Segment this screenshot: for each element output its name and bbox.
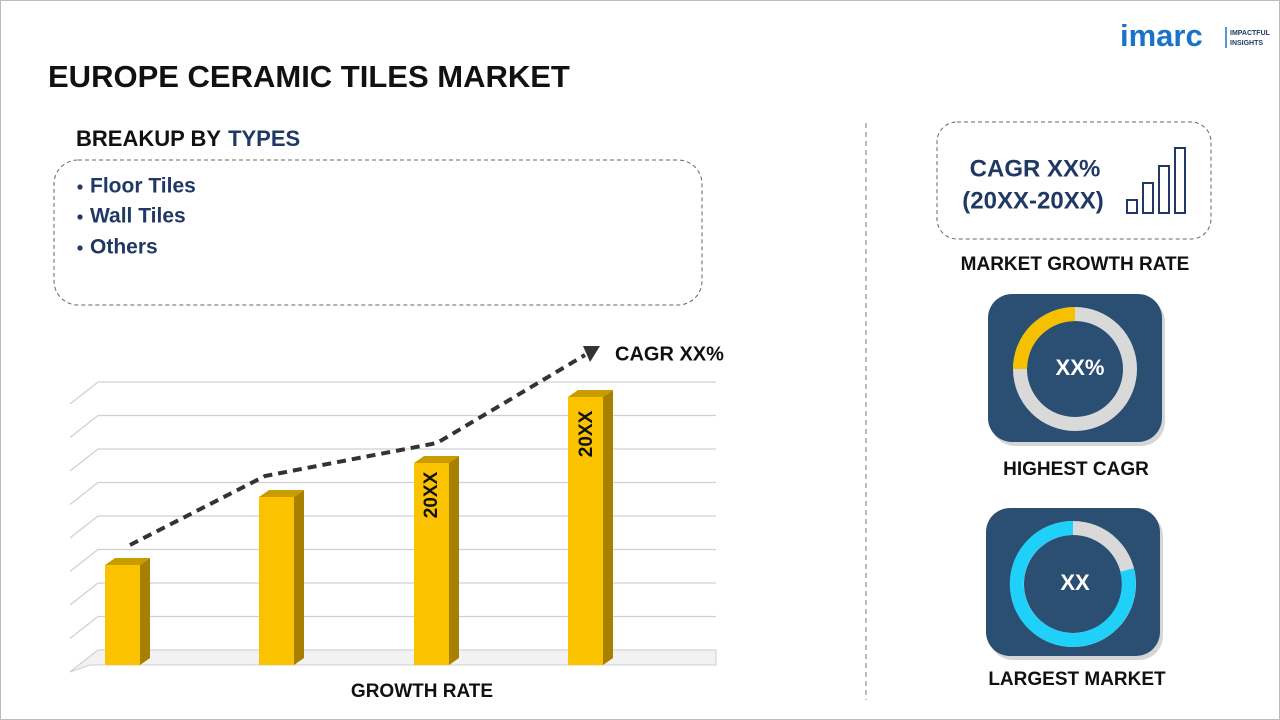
list-item: Others <box>90 236 158 259</box>
trend-label: CAGR XX% <box>615 343 724 365</box>
page-title: EUROPE CERAMIC TILES MARKET <box>48 59 570 94</box>
stat-box <box>936 121 1212 240</box>
section-heading: BREAKUP BY TYPES <box>76 126 300 151</box>
grid-line <box>69 448 99 472</box>
bullet <box>77 245 83 251</box>
bar-front <box>105 565 140 665</box>
stat-caption: HIGHEST CAGR <box>1003 459 1149 480</box>
chart-caption: GROWTH RATE <box>351 681 493 702</box>
bar-front <box>414 463 449 665</box>
icon-bar <box>1174 147 1186 214</box>
bar-top <box>414 456 459 463</box>
bar-top <box>105 558 150 565</box>
bar-label: 20XX <box>421 471 442 518</box>
bar-front <box>259 497 294 665</box>
grid-line <box>69 616 99 639</box>
bullet <box>77 184 83 190</box>
heading-prefix: BREAKUP BY <box>76 126 221 151</box>
bar-side <box>603 390 613 665</box>
bar-side <box>294 490 304 665</box>
grid-line <box>69 482 99 505</box>
trend-line <box>129 353 587 547</box>
logo-tagline: IMPACTFUL <box>1230 30 1271 37</box>
logo: imarc <box>1120 18 1203 53</box>
bar-front <box>568 397 603 665</box>
grid-line <box>69 381 99 405</box>
donut-arc <box>1013 307 1076 370</box>
grid-line <box>69 515 99 539</box>
stat-value: XX% <box>1056 355 1105 380</box>
bar-side <box>449 456 459 665</box>
icon-bar <box>1158 165 1170 214</box>
grid-line <box>69 415 99 438</box>
growth-icon <box>1126 147 1186 214</box>
list-box <box>53 159 703 306</box>
grid-line <box>69 582 99 606</box>
chart-floor <box>69 649 717 673</box>
list-item: Floor Tiles <box>90 175 196 198</box>
bar-side <box>140 558 150 665</box>
type-list: Floor Tiles Wall Tiles Others <box>77 175 196 259</box>
icon-bar <box>1126 199 1138 214</box>
bar-top <box>568 390 613 397</box>
stat-caption: LARGEST MARKET <box>988 669 1166 690</box>
heading-highlight: TYPES <box>228 126 300 151</box>
stat-value: XX <box>1060 570 1090 595</box>
stat-period: (20XX-20XX) <box>962 187 1103 214</box>
list-item: Wall Tiles <box>90 205 186 228</box>
bullet <box>77 214 83 220</box>
stat-caption: MARKET GROWTH RATE <box>961 254 1190 275</box>
decorative-bars <box>105 390 613 665</box>
trend-arrowhead <box>583 346 600 362</box>
icon-bar <box>1142 182 1154 214</box>
bar-label: 20XX <box>576 410 597 457</box>
stat-value: CAGR XX% <box>970 155 1101 182</box>
bar-top <box>259 490 304 497</box>
logo-tagline: INSIGHTS <box>1230 40 1263 47</box>
grid-line <box>69 549 99 572</box>
donut-arc <box>1009 520 1136 647</box>
